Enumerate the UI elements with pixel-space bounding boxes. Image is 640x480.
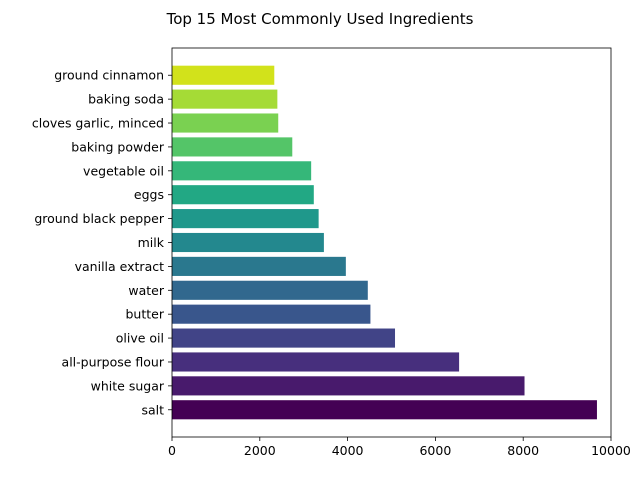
- y-tick-label: cloves garlic, minced: [32, 116, 164, 131]
- x-tick-label: 4000: [332, 443, 364, 458]
- y-tick-label: ground black pepper: [34, 211, 165, 226]
- bar-milk: [172, 232, 324, 253]
- y-axis-ticks: salt white sugar all-purpose flour olive oi…: [32, 68, 172, 417]
- x-tick-label: 10000: [591, 443, 631, 458]
- y-tick-label: salt: [141, 402, 164, 417]
- bar-eggs: [172, 185, 314, 205]
- bar-ground-cinnamon: [172, 65, 275, 85]
- bar-baking-soda: [172, 89, 278, 109]
- plot-frame: [171, 47, 612, 438]
- bar-salt: [172, 400, 597, 420]
- y-tick-label: white sugar: [91, 378, 165, 393]
- bar-white-sugar: [172, 376, 525, 396]
- y-tick-label: milk: [138, 235, 165, 250]
- y-tick-label: ground cinnamon: [54, 68, 164, 83]
- bar-water: [172, 280, 368, 300]
- x-tick-label: 0: [168, 443, 176, 458]
- bar-baking-powder: [172, 137, 293, 157]
- bar-all-purpose-flour: [172, 352, 460, 372]
- y-tick-label: eggs: [134, 187, 164, 202]
- bar-olive-oil: [172, 328, 396, 348]
- x-tick-label: 8000: [507, 443, 539, 458]
- y-tick-label: vanilla extract: [75, 259, 164, 274]
- y-tick-label: baking powder: [71, 139, 165, 154]
- y-tick-label: water: [128, 283, 164, 298]
- bar-vegetable-oil: [172, 161, 312, 181]
- chart-title: Top 15 Most Commonly Used Ingredients: [166, 10, 474, 28]
- bar-butter: [172, 304, 371, 324]
- x-tick-label: 2000: [244, 443, 276, 458]
- y-tick-label: baking soda: [88, 92, 164, 107]
- x-axis-ticks: 0 2000 4000 6000 8000 10000: [168, 437, 631, 458]
- bar-vanilla-extract: [172, 256, 346, 276]
- y-tick-label: butter: [126, 307, 165, 322]
- bar-cloves-garlic-minced: [172, 113, 279, 133]
- y-tick-label: vegetable oil: [83, 163, 164, 178]
- bars-group: [172, 65, 597, 420]
- y-tick-label: olive oil: [116, 331, 164, 346]
- bar-ground-black-pepper: [172, 209, 319, 229]
- y-tick-label: all-purpose flour: [62, 354, 165, 369]
- x-tick-label: 6000: [419, 443, 451, 458]
